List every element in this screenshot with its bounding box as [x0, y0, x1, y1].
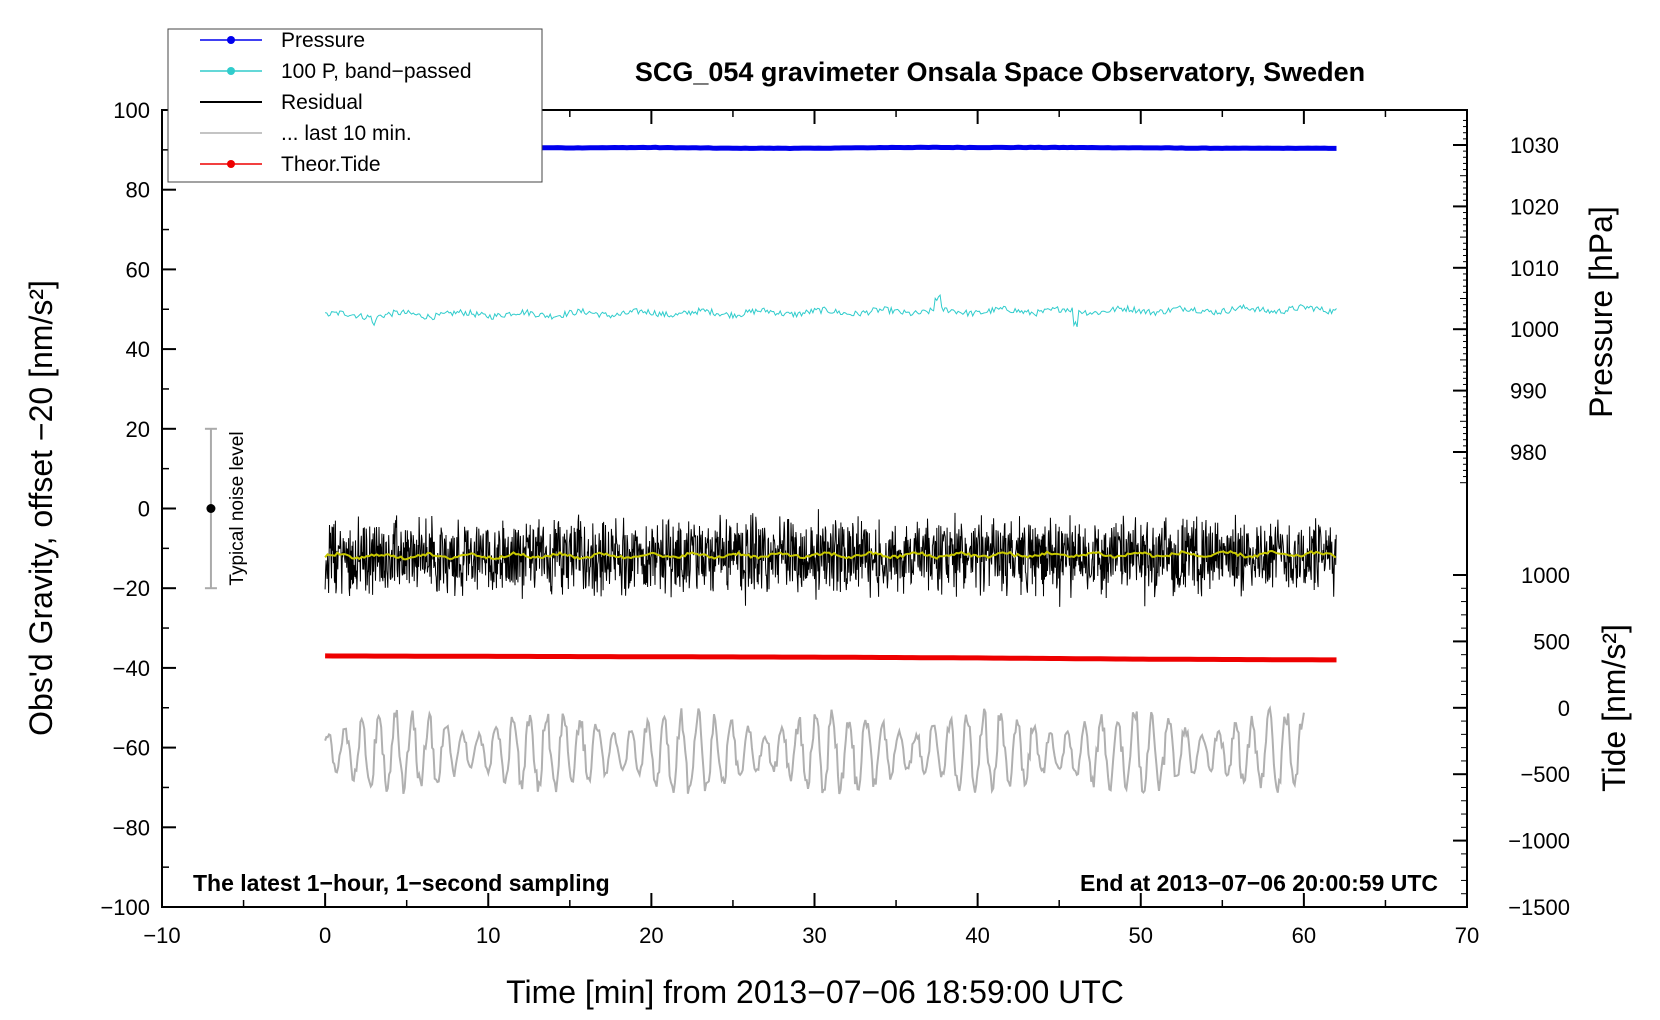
legend-label: Residual: [281, 91, 363, 114]
x-axis-title: Time [min] from 2013−07−06 18:59:00 UTC: [506, 974, 1124, 1010]
legend: Pressure 100 P, band−passed Residual ... la…: [167, 28, 543, 183]
pressure-axis-ticks: 1030 1020 1010 1000 990 980: [1453, 119, 1559, 484]
noise-level-indicator: Typical noise level: [204, 427, 248, 590]
y-tick-label: 80: [126, 178, 150, 203]
end-time-note: End at 2013−07−06 20:00:59 UTC: [1080, 870, 1438, 896]
y-axis-ticks: 100 80 60 40 20 0 −20 −40 −60 −80 −100: [100, 98, 176, 920]
tide-axis-ticks: 1000 500 0 −500 −1000 −1500: [1453, 563, 1570, 920]
y-tick-label: 20: [126, 417, 150, 442]
pressure-tick-label: 1010: [1510, 256, 1559, 281]
pressure-tick-label: 1000: [1510, 317, 1559, 342]
pressure-tick-label: 1020: [1510, 194, 1559, 219]
x-tick-label: 50: [1129, 923, 1153, 948]
y-tick-label: 40: [126, 337, 150, 362]
tide-tick-label: −1500: [1508, 895, 1570, 920]
y-axis-title: Obs'd Gravity, offset −20 [nm/s²]: [23, 280, 59, 736]
tide-tick-label: 0: [1558, 696, 1570, 721]
tide-tick-label: −1000: [1508, 829, 1570, 854]
y-tick-label: 100: [113, 98, 150, 123]
y-tick-label: 60: [126, 257, 150, 282]
legend-label: Theor.Tide: [281, 153, 381, 176]
legend-label: 100 P, band−passed: [281, 60, 472, 83]
y-tick-label: −80: [113, 815, 150, 840]
legend-swatch-marker: [227, 67, 235, 75]
last-10-min-series: [324, 705, 1305, 795]
y-tick-label: −40: [113, 656, 150, 681]
plot-frame: [161, 109, 1468, 908]
y-tick-label: −60: [113, 736, 150, 761]
x-axis-ticks: −10 0 10 20 30 40 50 60 70: [143, 110, 1479, 948]
x-tick-label: 20: [639, 923, 663, 948]
x-tick-label: 10: [476, 923, 500, 948]
x-tick-label: 40: [965, 923, 989, 948]
tide-tick-label: 500: [1533, 629, 1570, 654]
tide-tick-label: 1000: [1521, 563, 1570, 588]
legend-swatch-marker: [227, 36, 235, 44]
band-passed-pressure-series: [324, 293, 1337, 328]
pressure-tick-label: 1030: [1510, 133, 1559, 158]
noise-bar-center-dot: [206, 504, 216, 513]
legend-label: Pressure: [281, 29, 365, 52]
sampling-note: The latest 1−hour, 1−second sampling: [193, 870, 610, 896]
y-tick-label: 0: [138, 497, 150, 522]
x-tick-label: 0: [319, 923, 331, 948]
x-tick-label: −10: [143, 923, 180, 948]
legend-swatch-marker: [227, 160, 235, 168]
x-tick-label: 70: [1455, 923, 1479, 948]
y-tick-label: −100: [100, 895, 150, 920]
x-tick-label: 60: [1292, 923, 1316, 948]
theoretical-tide-series: [325, 653, 1337, 663]
legend-label: ... last 10 min.: [281, 122, 412, 145]
tide-tick-label: −500: [1520, 762, 1570, 787]
pressure-axis-title: Pressure [hPa]: [1583, 206, 1619, 418]
legend-box: [167, 28, 543, 183]
tide-axis-title: Tide [nm/s²]: [1596, 624, 1632, 792]
legend-items: Pressure 100 P, band−passed Residual ... la…: [200, 29, 472, 176]
pressure-tick-label: 980: [1510, 440, 1547, 465]
noise-level-label: Typical noise level: [227, 431, 248, 585]
y-tick-label: −20: [113, 576, 150, 601]
residual-series: [324, 509, 1337, 607]
pressure-tick-label: 990: [1510, 379, 1547, 404]
chart-title: SCG_054 gravimeter Onsala Space Observat…: [635, 57, 1365, 87]
residual-smoothed-series: [324, 549, 1337, 561]
x-tick-label: 30: [802, 923, 826, 948]
